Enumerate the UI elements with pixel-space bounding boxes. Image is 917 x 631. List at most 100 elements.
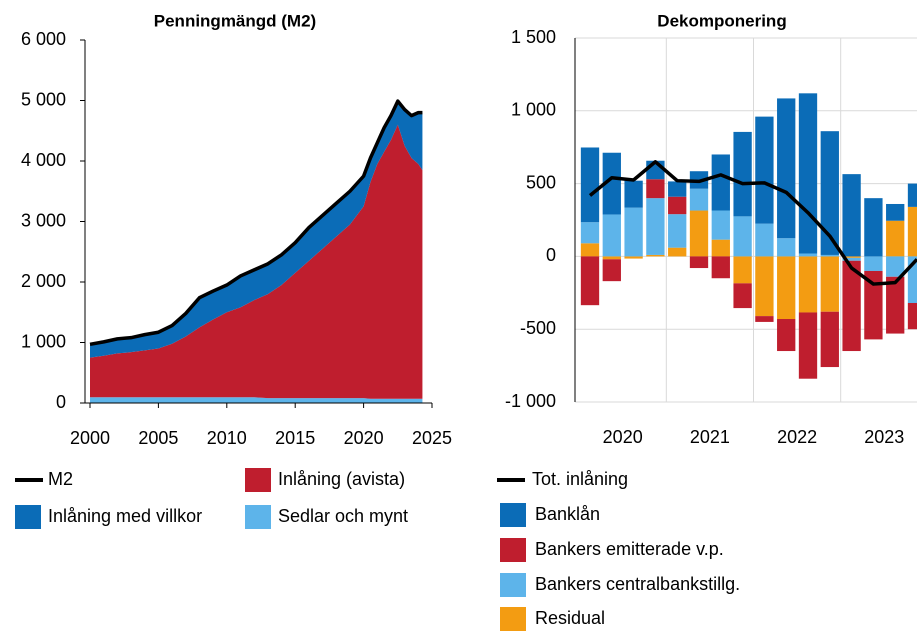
- bar-segment: [864, 256, 883, 271]
- legend-label: Sedlar och mynt: [278, 506, 408, 526]
- bar-segment: [907, 206, 917, 257]
- bar-segment: [907, 256, 917, 303]
- y-tick-label: 3 000: [21, 210, 66, 230]
- legend-swatch: [500, 538, 526, 562]
- x-group-label: 2021: [690, 427, 730, 447]
- bar-segment: [733, 131, 752, 217]
- bar-segment: [602, 256, 621, 260]
- y-tick-label: 6 000: [21, 29, 66, 49]
- bar-segment: [711, 239, 730, 257]
- bar-segment: [777, 256, 796, 320]
- bar-segment: [624, 180, 643, 208]
- bar-segment: [907, 302, 917, 330]
- legend-swatch: [500, 573, 526, 597]
- bar-segment: [668, 247, 687, 257]
- bar-segment: [886, 276, 905, 334]
- bar-segment: [755, 256, 774, 317]
- bar-segment: [580, 222, 600, 244]
- y-tick-label: 1 000: [511, 100, 556, 120]
- legend-swatch: [245, 505, 271, 529]
- bar-segment: [711, 256, 730, 279]
- bar-segment: [689, 188, 709, 211]
- y-tick-label: -1 000: [505, 391, 556, 411]
- bar-segment: [798, 253, 818, 257]
- bar-segment: [755, 116, 774, 224]
- y-tick-label: 500: [526, 172, 556, 192]
- bar-segment: [646, 179, 665, 199]
- x-tick-label: 2025: [412, 428, 452, 448]
- bar-segment: [842, 257, 861, 261]
- legend-label: M2: [48, 469, 73, 489]
- bar-segment: [777, 238, 796, 257]
- bar-segment: [711, 210, 730, 240]
- area: [90, 101, 423, 358]
- area: [90, 124, 423, 399]
- bar-segment: [602, 152, 621, 215]
- x-group-label: 2020: [603, 427, 643, 447]
- bar-segment: [886, 256, 905, 277]
- legend-label: Residual: [535, 608, 605, 628]
- bar-segment: [777, 98, 796, 239]
- y-tick-label: 0: [56, 392, 66, 412]
- bar-segment: [646, 254, 665, 257]
- bar-segment: [689, 256, 709, 269]
- legend-swatch: [500, 503, 526, 527]
- bar-segment: [864, 198, 883, 257]
- bar-segment: [886, 220, 905, 257]
- line: [588, 160, 917, 286]
- legend-label: Inlåning med villkor: [48, 506, 202, 526]
- bar-segment: [864, 270, 883, 340]
- bar-segment: [580, 256, 600, 306]
- legend-swatch: [500, 607, 526, 631]
- bar-segment: [711, 154, 730, 211]
- bar-segment: [668, 181, 687, 197]
- bar-segment: [820, 311, 839, 368]
- bar-segment: [733, 256, 752, 284]
- chart-title: Dekomponering: [657, 11, 786, 30]
- bar-segment: [820, 254, 839, 257]
- bar-segment: [646, 198, 665, 255]
- bar-segment: [820, 131, 839, 255]
- x-group-label: 2023: [864, 427, 904, 447]
- x-tick-label: 2020: [344, 428, 384, 448]
- bar-segment: [668, 196, 687, 215]
- bar-segment: [624, 256, 643, 259]
- y-tick-label: 5 000: [21, 89, 66, 109]
- bar-segment: [755, 316, 774, 322]
- legend-label: Bankers centralbankstillg.: [535, 574, 740, 594]
- bar-segment: [733, 216, 752, 257]
- x-tick-label: 2010: [207, 428, 247, 448]
- x-tick-label: 2015: [275, 428, 315, 448]
- bar-segment: [777, 319, 796, 352]
- bar-segment: [820, 256, 839, 312]
- bar-segment: [842, 174, 861, 257]
- x-tick-label: 2000: [70, 428, 110, 448]
- bar-segment: [602, 214, 621, 257]
- bar-segment: [798, 93, 818, 254]
- y-tick-label: 4 000: [21, 150, 66, 170]
- bar-segment: [689, 210, 709, 257]
- y-tick-label: 1 500: [511, 27, 556, 47]
- bar-segment: [798, 256, 818, 313]
- y-tick-label: 2 000: [21, 271, 66, 291]
- line: [89, 99, 423, 347]
- y-tick-label: 1 000: [21, 331, 66, 351]
- bar-segment: [580, 147, 600, 223]
- legend-label: Bankers emitterade v.p.: [535, 539, 724, 559]
- bar-segment: [842, 256, 861, 258]
- bar-segment: [602, 259, 621, 282]
- chart-title: Penningmängd (M2): [154, 11, 316, 30]
- bar-segment: [733, 283, 752, 309]
- legend-label: Inlåning (avista): [278, 469, 405, 489]
- y-tick-label: -500: [520, 318, 556, 338]
- bar-segment: [798, 312, 818, 379]
- legend-swatch: [15, 505, 41, 529]
- bar-segment: [668, 214, 687, 248]
- legend-swatch: [245, 468, 271, 492]
- bar-segment: [842, 260, 861, 352]
- bar-segment: [886, 203, 905, 221]
- bar-segment: [755, 223, 774, 257]
- bar-segment: [580, 243, 600, 257]
